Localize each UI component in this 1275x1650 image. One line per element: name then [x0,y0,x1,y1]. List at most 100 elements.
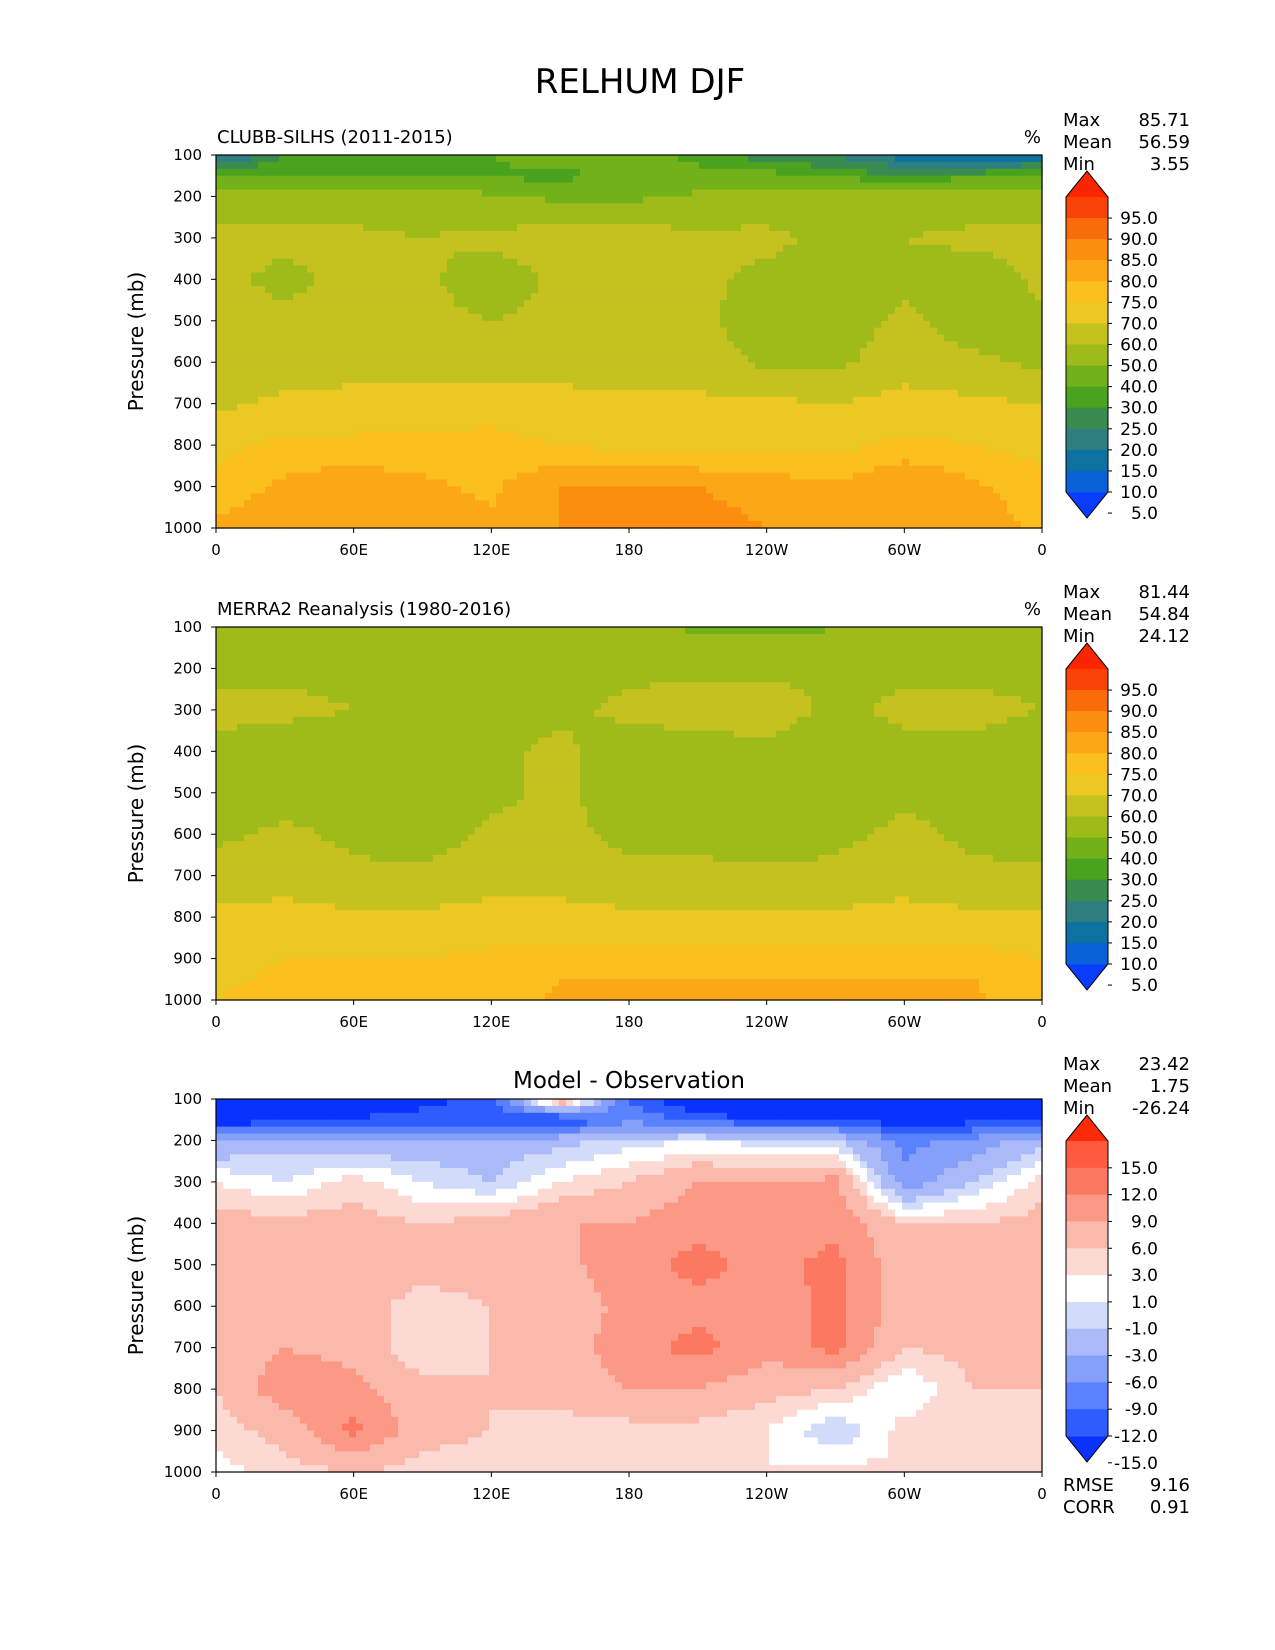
heatmap-cell [300,196,308,204]
heatmap-cell [384,314,392,322]
heatmap-cell [888,155,896,163]
heatmap-cell [622,169,630,177]
heatmap-cell [972,162,980,170]
heatmap-cell [244,383,252,391]
heatmap-cell [818,245,826,253]
heatmap-cell [825,245,833,253]
heatmap-cell [818,362,826,370]
heatmap-cell [1000,162,1008,170]
heatmap-cell [510,417,518,425]
heatmap-cell [699,431,707,439]
heatmap-cell [972,348,980,356]
heatmap-cell [1000,224,1008,232]
heatmap-cell [237,224,245,232]
heatmap-cell [902,259,910,267]
heatmap-cell [1007,438,1015,446]
heatmap-cell [734,190,742,198]
heatmap-cell [748,342,756,350]
heatmap-cell [874,397,882,405]
heatmap-cell [286,224,294,232]
heatmap-cell [615,252,623,260]
heatmap-cell [461,176,469,184]
heatmap-cell [937,176,945,184]
heatmap-cell [902,176,910,184]
heatmap-cell [328,445,336,453]
heatmap-cell [867,238,875,246]
heatmap-cell [398,196,406,204]
heatmap-cell [657,300,665,308]
heatmap-cell [230,217,238,225]
heatmap-cell [972,203,980,211]
heatmap-cell [510,169,518,177]
heatmap-cell [818,355,826,363]
heatmap-cell [307,231,315,239]
heatmap-cell [916,252,924,260]
heatmap-cell [720,203,728,211]
heatmap-cell [776,238,784,246]
heatmap-cell [650,245,658,253]
heatmap-cell [587,210,595,218]
heatmap-cell [454,210,462,218]
heatmap-cell [755,272,763,280]
heatmap-cell [552,231,560,239]
heatmap-cell [1000,259,1008,267]
heatmap-cell [370,252,378,260]
heatmap-cell [461,266,469,274]
heatmap-cell [1007,217,1015,225]
heatmap-cell [237,328,245,336]
heatmap-cell [314,369,322,377]
heatmap-cell [265,279,273,287]
heatmap-cell [685,183,693,191]
heatmap-cell [909,286,917,294]
heatmap-cell [412,176,420,184]
heatmap-cell [454,279,462,287]
heatmap-cell [790,190,798,198]
heatmap-cell [524,293,532,301]
heatmap-cell [741,376,749,384]
heatmap-cell [1028,272,1036,280]
heatmap-cell [930,224,938,232]
heatmap-cell [895,369,903,377]
heatmap-cell [1007,210,1015,218]
heatmap-cell [748,411,756,419]
heatmap-cell [678,307,686,315]
heatmap-cell [461,272,469,280]
heatmap-cell [419,369,427,377]
heatmap-cell [1007,259,1015,267]
heatmap-cell [643,293,651,301]
heatmap-cell [300,155,308,163]
heatmap-cell [328,286,336,294]
heatmap-cell [489,293,497,301]
heatmap-cell [335,272,343,280]
heatmap-cell [384,335,392,343]
heatmap-cell [720,252,728,260]
heatmap-cell [937,190,945,198]
heatmap-cell [713,183,721,191]
heatmap-cell [370,383,378,391]
heatmap-cell [720,348,728,356]
heatmap-cell [909,203,917,211]
heatmap-cell [538,183,546,191]
heatmap-cell [832,321,840,329]
heatmap-cell [678,376,686,384]
heatmap-cell [587,321,595,329]
heatmap-cell [608,390,616,398]
heatmap-cell [755,369,763,377]
heatmap-cell [720,417,728,425]
heatmap-cell [1007,431,1015,439]
heatmap-cell [433,438,441,446]
heatmap-cell [517,169,525,177]
heatmap-cell [804,266,812,274]
heatmap-cell [545,210,553,218]
heatmap-cell [545,183,553,191]
heatmap-cell [692,176,700,184]
heatmap-cell [391,307,399,315]
heatmap-cell [230,342,238,350]
heatmap-cell [755,217,763,225]
heatmap-cell [223,155,231,163]
heatmap-cell [594,397,602,405]
heatmap-cell [713,431,721,439]
heatmap-cell [622,397,630,405]
heatmap-cell [531,335,539,343]
heatmap-cell [363,300,371,308]
